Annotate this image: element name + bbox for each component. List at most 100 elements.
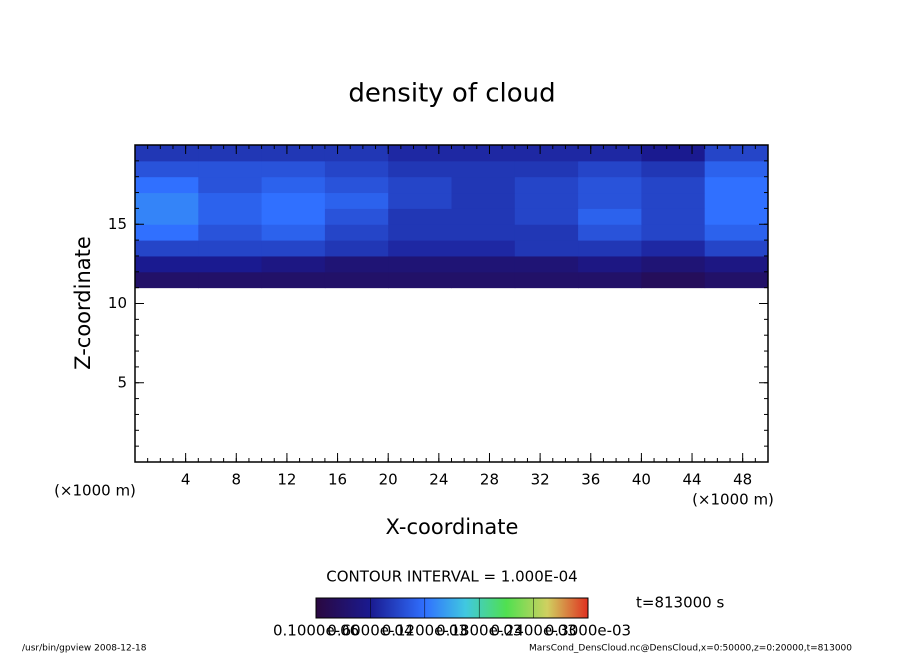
heatmap-cell: [388, 255, 452, 273]
heatmap-cell: [324, 255, 389, 273]
heatmap-cell: [261, 240, 326, 257]
heatmap-cell: [514, 145, 579, 162]
x-unit-label: (×1000 m): [692, 491, 774, 509]
heatmap-cell: [324, 176, 389, 194]
colorbar-tick-label: 0.2400e-03: [490, 622, 576, 640]
heatmap-cell: [451, 271, 516, 289]
heatmap-cell: [578, 145, 642, 162]
heatmap-cell: [135, 271, 199, 289]
heatmap-cell: [578, 271, 642, 289]
x-tick-label: 32: [531, 471, 550, 489]
x-tick-label: 36: [581, 471, 600, 489]
heatmap-cell: [578, 224, 642, 241]
x-tick-label: 12: [277, 471, 296, 489]
heatmap-cell: [451, 145, 516, 162]
heatmap-cell: [578, 160, 642, 178]
heatmap-cell: [261, 271, 326, 289]
heatmap-cell: [704, 192, 769, 209]
heatmap-cell: [704, 160, 769, 178]
heatmap-cell: [261, 255, 326, 273]
heatmap-cell: [198, 145, 263, 162]
heatmap-cell: [261, 176, 326, 194]
heatmap-cell: [388, 192, 452, 209]
heatmap-cell: [135, 255, 199, 273]
heatmap-cell: [704, 271, 769, 289]
heatmap-cell: [704, 240, 769, 257]
heatmap-cell: [641, 192, 706, 209]
colorbar: [315, 597, 589, 619]
heatmap-cell: [704, 224, 769, 241]
heatmap-cell: [641, 255, 706, 273]
heatmap-cell: [198, 208, 263, 225]
heatmap-cell: [641, 176, 706, 194]
heatmap-cell: [198, 176, 263, 194]
x-tick-label: 20: [379, 471, 398, 489]
heatmap-cell: [388, 208, 452, 225]
heatmap-cell: [324, 271, 389, 289]
heatmap-cell: [451, 192, 516, 209]
heatmap-cell: [135, 145, 199, 162]
heatmap-cell: [514, 224, 579, 241]
x-tick-label: 28: [480, 471, 499, 489]
heatmap-cell: [578, 208, 642, 225]
heatmap-cell: [451, 255, 516, 273]
heatmap-cell: [198, 160, 263, 178]
heatmap-cell: [451, 240, 516, 257]
heatmap-cell: [578, 255, 642, 273]
heatmap-cell: [198, 255, 263, 273]
heatmap-cell: [451, 208, 516, 225]
heatmap-cell: [641, 208, 706, 225]
heatmap-cell: [261, 160, 326, 178]
x-unit-label: (×1000 m): [54, 482, 136, 500]
heatmap-cell: [641, 224, 706, 241]
heatmap-cell: [388, 240, 452, 257]
colorbar-tick-label: 0.1800e-03: [436, 622, 522, 640]
heatmap-cell: [514, 192, 579, 209]
heatmap-cell: [704, 255, 769, 273]
heatmap-cell: [324, 192, 389, 209]
heatmap-cell: [261, 208, 326, 225]
chart-title: density of cloud: [348, 79, 555, 109]
heatmap-cell: [704, 145, 769, 162]
heatmap-cell: [704, 176, 769, 194]
heatmap-cell: [514, 255, 579, 273]
heatmap-cell: [578, 240, 642, 257]
time-label: t=813000 s: [636, 594, 724, 612]
colorbar-tick-label: 0.6000e-04: [327, 622, 413, 640]
footer-right: MarsCond_DensCloud.nc@DensCloud,x=0:5000…: [529, 644, 852, 654]
heatmap-cell: [514, 240, 579, 257]
x-tick-label: 16: [328, 471, 347, 489]
y-tick-label: 15: [108, 215, 127, 233]
y-tick-label: 10: [108, 294, 127, 312]
heatmap-cell: [641, 271, 706, 289]
colorbar-tick-label: 0.1200e-03: [382, 622, 468, 640]
colorbar-tick-label: 0.3000e-03: [545, 622, 631, 640]
heatmap-cell: [135, 176, 199, 194]
heatmap-cell: [514, 271, 579, 289]
heatmap-cell: [261, 192, 326, 209]
heatmap-cell: [135, 160, 199, 178]
heatmap-cell: [198, 192, 263, 209]
colorbar-tick-label: 0.1000e-06: [273, 622, 359, 640]
x-tick-label: 40: [632, 471, 651, 489]
heatmap-cell: [388, 271, 452, 289]
heatmap-cell: [324, 240, 389, 257]
heatmap-cell: [135, 224, 199, 241]
heatmap-cell: [514, 176, 579, 194]
heatmap-cell: [261, 224, 326, 241]
heatmap-cell: [578, 192, 642, 209]
heatmap-cell: [451, 224, 516, 241]
heatmap-cell: [324, 208, 389, 225]
heatmap-cell: [135, 192, 199, 209]
heatmap-cell: [261, 145, 326, 162]
heatmap-cell: [451, 176, 516, 194]
heatmap-cell: [388, 160, 452, 178]
heatmap-cell: [198, 224, 263, 241]
contour-interval: CONTOUR INTERVAL = 1.000E-04: [326, 568, 577, 586]
heatmap-cell: [514, 160, 579, 178]
heatmap-cell: [641, 240, 706, 257]
heatmap-cell: [388, 224, 452, 241]
x-tick-label: 4: [181, 471, 191, 489]
heatmap-cell: [324, 145, 389, 162]
x-tick-label: 44: [682, 471, 701, 489]
